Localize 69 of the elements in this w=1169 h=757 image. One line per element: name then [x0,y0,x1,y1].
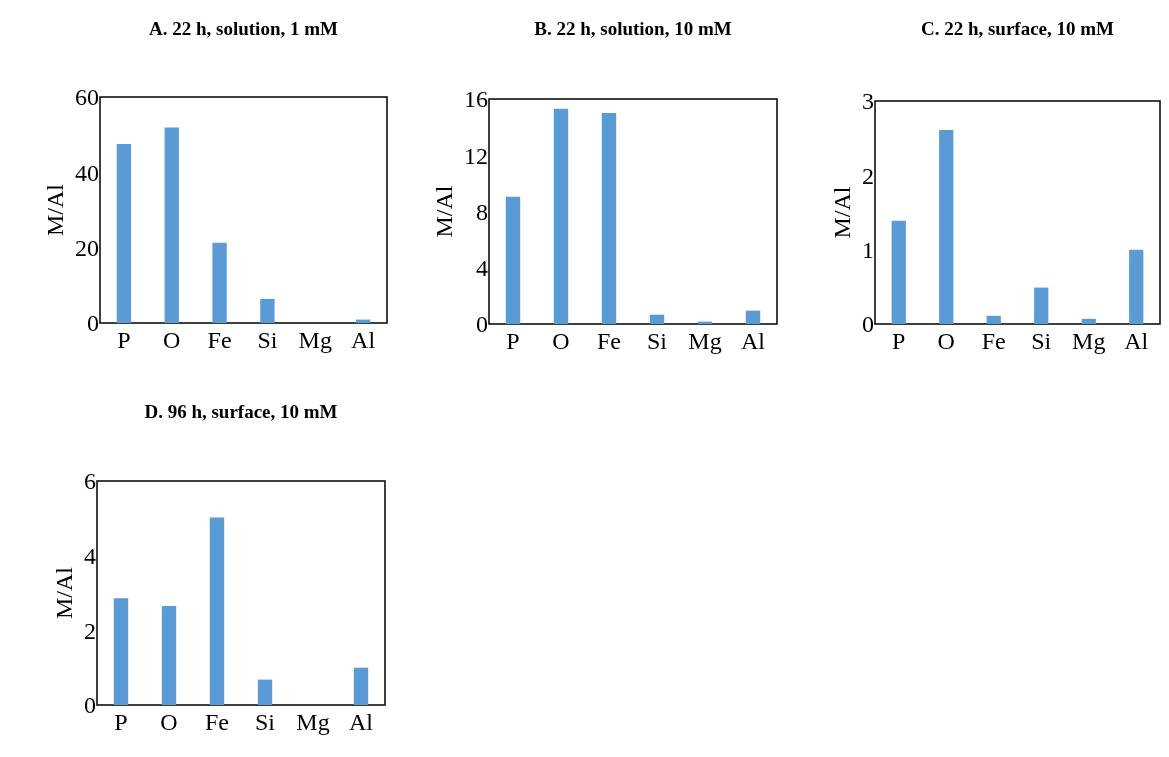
bar [649,314,665,324]
x-tick-label: P [892,328,906,354]
y-tick-label: 2 [862,162,874,189]
x-tick-label: Mg [298,327,332,353]
bar [161,606,177,705]
bar [209,517,225,705]
bar [505,196,521,324]
bar [113,598,129,705]
chart-title: A. 22 h, solution, 1 mM [149,17,339,39]
y-tick-label: 0 [87,310,99,337]
y-tick-label: 20 [75,235,99,262]
y-tick-label: 16 [464,86,488,113]
bar [1034,287,1049,324]
x-tick-label: Fe [205,709,229,735]
y-axis-title: M/Al [42,183,69,237]
x-tick-label: Mg [688,328,722,354]
x-tick-label: O [163,327,181,353]
x-tick-label: Si [1031,328,1052,354]
bar [257,679,273,705]
bar [353,667,369,705]
x-tick-label: Fe [597,328,621,354]
x-tick-label: O [937,328,955,354]
y-tick-label: 4 [84,543,96,570]
bar [116,144,132,323]
bar [601,113,617,324]
y-tick-label: 8 [476,198,488,225]
y-tick-label: 1 [862,237,874,264]
x-tick-label: Mg [296,709,330,735]
y-axis-title: M/Al [829,186,856,239]
x-tick-label: Mg [1072,328,1106,354]
y-tick-label: 0 [84,692,96,719]
bar [939,129,954,324]
x-tick-label: Fe [207,327,232,353]
bar [553,108,569,324]
x-tick-label: Al [349,709,374,735]
x-tick-label: Si [646,328,668,354]
y-tick-label: 0 [476,311,488,338]
bar [745,310,761,324]
y-axis-title: M/Al [51,566,78,620]
x-tick-label: Al [351,327,376,353]
x-tick-label: P [117,327,131,353]
bar [164,127,179,323]
chart-title: C. 22 h, surface, 10 mM [920,17,1115,39]
x-tick-label: Si [257,327,278,353]
y-tick-label: 40 [75,159,99,186]
x-tick-label: O [552,328,570,354]
x-tick-label: P [506,328,520,354]
y-tick-label: 2 [84,617,96,644]
bar [1129,249,1144,324]
y-axis-title: M/Al [431,185,458,238]
y-tick-label: 6 [84,468,96,495]
bar [260,298,275,323]
x-tick-label: Fe [981,328,1006,354]
x-tick-label: Al [1124,328,1149,354]
bar [891,220,906,324]
bar [1081,318,1096,324]
y-tick-label: 60 [75,84,99,111]
y-tick-label: 3 [862,88,874,115]
bar [212,242,227,323]
x-tick-label: Al [741,328,766,354]
chart-title: B. 22 h, solution, 10 mM [534,17,732,39]
y-tick-label: 0 [862,311,874,338]
x-tick-label: P [114,709,128,735]
chart-title: D. 96 h, surface, 10 mM [144,400,338,422]
x-tick-label: Si [254,709,276,735]
bar [986,315,1001,324]
y-tick-label: 12 [464,142,488,169]
y-tick-label: 4 [476,255,488,282]
x-tick-label: O [160,709,178,735]
